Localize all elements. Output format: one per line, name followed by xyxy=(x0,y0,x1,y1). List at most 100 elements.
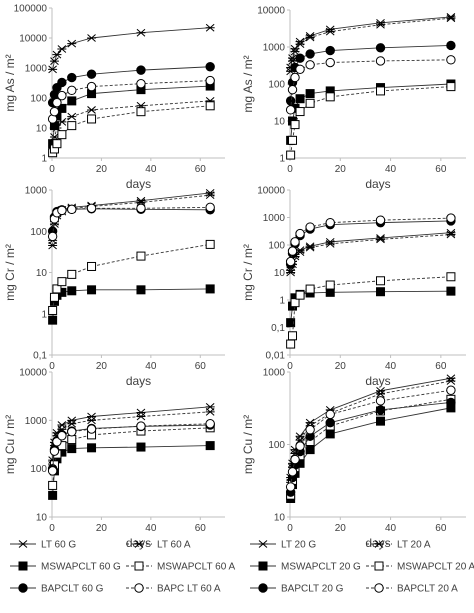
legend-label: MSWAPCLT 20 G xyxy=(281,562,361,573)
data-point xyxy=(87,443,97,453)
data-point xyxy=(205,441,215,451)
data-point xyxy=(86,69,97,79)
legend-label: BAPCLT 20 A xyxy=(397,584,458,595)
series-line xyxy=(290,16,451,68)
series-msa-dashed xyxy=(48,101,215,158)
data-point xyxy=(87,114,97,124)
data-point xyxy=(285,105,296,115)
series-line xyxy=(52,27,211,70)
data-point xyxy=(136,65,146,75)
legend-marker-icon xyxy=(374,561,384,571)
data-point xyxy=(325,429,335,439)
data-point xyxy=(286,150,296,160)
y-axis-title: mg Cu / m² xyxy=(241,415,255,474)
data-point xyxy=(48,65,58,74)
x-tick-label: 60 xyxy=(435,523,447,534)
data-point xyxy=(48,305,58,315)
y-tick-label: 100 xyxy=(268,241,285,252)
data-point xyxy=(67,444,77,454)
data-point xyxy=(87,416,97,425)
y-tick-label: 10 xyxy=(274,117,286,128)
data-point xyxy=(67,286,77,296)
data-point xyxy=(375,215,386,225)
data-point xyxy=(86,81,97,92)
x-tick-label: 20 xyxy=(335,164,347,175)
data-point xyxy=(136,421,146,431)
x-tick-label: 20 xyxy=(96,164,108,175)
legend-item: LT 60 A xyxy=(126,540,191,551)
series-line xyxy=(52,208,211,232)
data-point xyxy=(87,412,97,421)
data-point xyxy=(325,280,335,290)
series-baa-dashed xyxy=(285,55,456,115)
data-point xyxy=(305,60,315,70)
y-tick-label: 10000 xyxy=(257,6,285,17)
data-point xyxy=(288,331,298,341)
series-msa-dashed xyxy=(286,82,456,160)
data-point xyxy=(136,78,146,89)
data-point xyxy=(67,269,77,279)
data-point xyxy=(285,256,296,267)
data-point xyxy=(57,77,67,88)
legend-marker-icon xyxy=(258,583,268,593)
data-point xyxy=(136,442,146,452)
data-point xyxy=(205,191,215,200)
legend-item: MSWAPCLT 20 A xyxy=(366,561,474,573)
legend-label: MSWAPCLT 60 A xyxy=(157,562,236,573)
x-axis-title: days xyxy=(126,374,151,388)
data-point xyxy=(49,57,59,65)
data-point xyxy=(376,287,386,297)
data-point xyxy=(305,33,315,42)
data-point xyxy=(57,103,67,113)
y-tick-label: 1000 xyxy=(263,213,286,224)
series-line xyxy=(290,17,451,72)
x-axis-title: days xyxy=(365,177,390,191)
y-axis-title: mg Cr / m² xyxy=(241,244,255,301)
y-tick-label: 1 xyxy=(41,154,47,165)
series-line xyxy=(52,80,211,120)
data-point xyxy=(87,34,97,42)
chart-cr20: 0,01 0,1 1 10 100 1000 10000 0 20 40 60 days mg Cr /… xyxy=(241,186,466,388)
series-ms-solid xyxy=(286,403,456,503)
data-point xyxy=(86,203,97,214)
legend-marker-icon xyxy=(374,583,384,593)
data-point xyxy=(205,419,215,429)
y-tick-label: 10 xyxy=(36,268,48,279)
series-baa-dashed xyxy=(285,213,456,267)
data-point xyxy=(86,424,97,434)
data-point xyxy=(305,222,315,232)
data-point xyxy=(52,139,62,149)
y-tick-label: 1000 xyxy=(25,416,48,427)
y-tick-label: 100 xyxy=(268,440,285,451)
data-point xyxy=(295,290,305,300)
data-point xyxy=(136,196,146,205)
data-point xyxy=(87,261,97,271)
x-axis-title: days xyxy=(126,177,151,191)
legend-label: BAPCLT 20 G xyxy=(281,584,344,595)
data-point xyxy=(49,106,60,117)
x-tick-label: 20 xyxy=(335,361,347,372)
data-point xyxy=(67,85,77,96)
data-point xyxy=(325,417,335,428)
legend-item: BAPCLT 20 G xyxy=(250,583,344,595)
y-tick-label: 1000 xyxy=(25,186,48,197)
data-point xyxy=(290,72,300,83)
series-line xyxy=(290,86,451,156)
chart-cu60: 10 100 1000 10000 0 20 40 60 days mg Cu / m² xyxy=(3,368,225,550)
x-tick-label: 0 xyxy=(49,523,55,534)
legend-item: LT 20 G xyxy=(250,540,316,551)
data-point xyxy=(205,101,215,111)
legend-item: MSWAPCLT 60 A xyxy=(126,561,236,573)
legend-item: LT 20 A xyxy=(366,540,431,551)
data-point xyxy=(305,284,315,294)
y-tick-label: 10000 xyxy=(19,34,47,45)
legend-label: LT 60 A xyxy=(157,540,191,551)
legend-label: BAPC LT 60 A xyxy=(157,584,221,595)
data-point xyxy=(288,135,298,145)
x-tick-label: 60 xyxy=(435,164,447,175)
y-tick-label: 1 xyxy=(279,154,285,165)
x-tick-label: 40 xyxy=(145,523,157,534)
y-tick-label: 1 xyxy=(279,296,285,307)
data-point xyxy=(287,246,298,256)
